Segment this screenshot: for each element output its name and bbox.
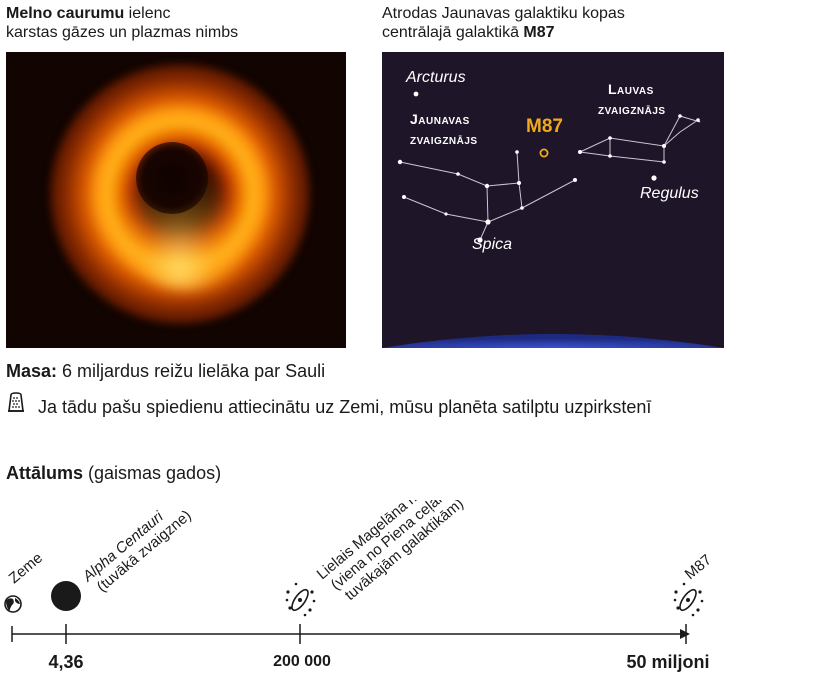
earth-label: Zeme <box>6 549 46 587</box>
m87-label: M87 <box>526 116 563 137</box>
sky-map-caption-line2: centrālajā galaktikā <box>382 24 524 41</box>
pressure-note-text: Ja tādu pašu spiedienu attiecinātu uz Ze… <box>38 397 652 417</box>
axis-arrow-icon <box>680 629 690 639</box>
earth-horizon <box>382 334 724 348</box>
lmc-galaxy-icon <box>285 582 316 617</box>
mass-line: Masa: 6 miljardus reižu lielāka par Saul… <box>6 360 325 382</box>
distance-title-rest: (gaismas gados) <box>83 463 222 483</box>
thimble-icon <box>8 392 24 412</box>
star-map: Arcturus Jaunavas zvaigznājs M87 Lauvas … <box>382 52 724 348</box>
pressure-note: Ja tādu pašu spiedienu attiecinātu uz Ze… <box>6 396 651 418</box>
alpha-centauri-label: Alpha Centauri (tuvākā zvaigzne) <box>79 507 195 596</box>
star-map-background <box>382 52 724 348</box>
leo-label-line1: Lauvas <box>608 81 654 97</box>
arcturus-label: Arcturus <box>405 69 466 86</box>
black-hole-shadow <box>136 142 208 214</box>
black-hole-caption-rest: ielenc <box>124 5 171 22</box>
m87-galaxy-icon <box>673 582 704 617</box>
virgo-label-line1: Jaunavas <box>410 111 470 127</box>
black-hole-caption-bold: Melno caurumu <box>6 5 125 22</box>
m87-tick-label: 50 miljoni <box>626 652 709 672</box>
sky-map-caption-bold: M87 <box>523 24 555 41</box>
leo-label-line2: zvaigznājs <box>598 101 666 117</box>
distance-scale: Zeme Alpha Centauri (tuvākā zvaigzne) Li… <box>4 500 715 672</box>
lmc-tick-label: 200 000 <box>273 653 331 670</box>
distance-title: Attālums (gaismas gados) <box>6 462 221 484</box>
black-hole-caption-line2: karstas gāzes un plazmas nimbs <box>6 24 239 41</box>
stars <box>397 91 700 243</box>
virgo-constellation-lines <box>399 151 576 241</box>
spica-label: Spica <box>472 236 512 253</box>
black-hole-caption: Melno caurumu ielenc karstas gāzes un pl… <box>6 4 346 42</box>
alpha-centauri-icon <box>51 581 81 611</box>
black-hole-image <box>6 52 346 348</box>
sky-map-caption: Atrodas Jaunavas galaktiku kopas centrāl… <box>382 4 722 42</box>
distance-title-bold: Attālums <box>6 463 84 483</box>
mass-label: Masa: <box>6 361 58 381</box>
alpha-tick-label: 4,36 <box>48 652 83 672</box>
m87-distance-label: M87 <box>682 551 715 583</box>
m87-marker <box>539 148 549 158</box>
regulus-label: Regulus <box>640 185 699 202</box>
virgo-label-line2: zvaigznājs <box>410 131 478 147</box>
mass-text: 6 miljardus reižu lielāka par Sauli <box>57 361 326 381</box>
lmc-label: Lielais Magelāna mākonis (viena no Piena… <box>314 500 467 604</box>
earth-icon <box>4 595 22 613</box>
sky-map-caption-line1: Atrodas Jaunavas galaktiku kopas <box>382 5 625 22</box>
